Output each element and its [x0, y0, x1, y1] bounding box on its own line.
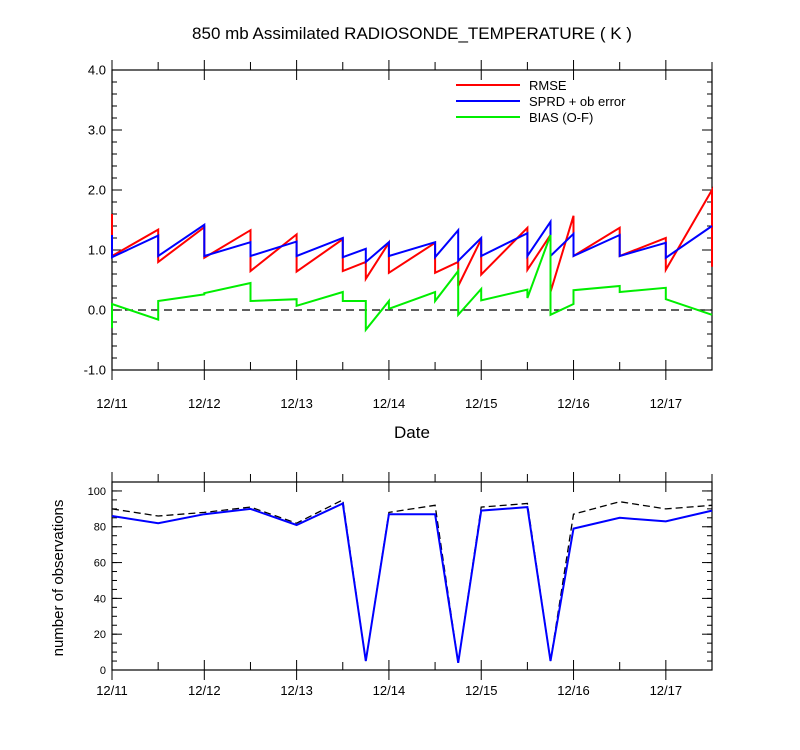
- bottom-y-tick-label: 0: [100, 665, 106, 677]
- top-x-tick-label: 12/12: [188, 396, 221, 411]
- bottom-y-axis-label: number of observations: [50, 500, 67, 657]
- bottom-y-tick-label: 100: [88, 486, 106, 498]
- top-x-tick-label: 12/11: [96, 396, 128, 411]
- bottom-y-tick-label: 20: [94, 629, 106, 641]
- bottom-panel: 0 20 40 60 80 100 12/11 12/12 12/13 12/14 12/15 12/…: [88, 472, 713, 698]
- top-x-tick-label: 12/15: [465, 396, 498, 411]
- bottom-y-tick-label: 40: [94, 593, 106, 605]
- bottom-plot-frame: [111, 481, 713, 671]
- top-y-tick-label: 2.0: [88, 183, 106, 198]
- bottom-x-tick-label: 12/16: [557, 683, 590, 698]
- top-plot-frame: [111, 69, 713, 371]
- top-series-rmse: [111, 186, 713, 293]
- legend-label-rmse: RMSE: [529, 78, 567, 93]
- top-y-tick-label: 1.0: [88, 243, 106, 258]
- bottom-x-tick-label: 12/11: [96, 683, 128, 698]
- top-series-bias-o-f: [111, 234, 713, 333]
- bottom-x-tick-label: 12/14: [373, 683, 406, 698]
- bottom-y-tick-label: 60: [94, 558, 106, 570]
- chart-title: 850 mb Assimilated RADIOSONDE_TEMPERATUR…: [192, 24, 632, 43]
- legend-label-sprd-ob-error: SPRD + ob error: [529, 94, 626, 109]
- bottom-x-tick-label: 12/17: [650, 683, 683, 698]
- bottom-series-used: [111, 502, 713, 663]
- top-panel: -1.0 0.0 1.0 2.0 3.0 4.0 12/11 12/12 12/13 12/14 1…: [84, 60, 713, 411]
- top-y-tick-label: 0.0: [88, 303, 106, 318]
- top-x-tick-label: 12/17: [650, 396, 683, 411]
- bottom-x-tick-label: 12/13: [280, 683, 313, 698]
- bottom-x-tick-label: 12/12: [188, 683, 221, 698]
- top-x-tick-label: 12/16: [557, 396, 590, 411]
- legend-label-bias-o-f: BIAS (O-F): [529, 110, 593, 125]
- bottom-x-tick-label: 12/15: [465, 683, 498, 698]
- bottom-y-tick-label: 80: [94, 522, 106, 534]
- top-x-tick-label: 12/13: [280, 396, 313, 411]
- top-y-tick-label: 3.0: [88, 123, 106, 138]
- top-series-sprd-ob-error: [111, 218, 713, 265]
- top-x-tick-label: 12/14: [373, 396, 406, 411]
- top-x-axis-label: Date: [394, 423, 430, 442]
- top-y-tick-label: 4.0: [88, 63, 106, 78]
- bottom-series-possible: [111, 498, 713, 663]
- top-y-tick-label: -1.0: [84, 363, 106, 378]
